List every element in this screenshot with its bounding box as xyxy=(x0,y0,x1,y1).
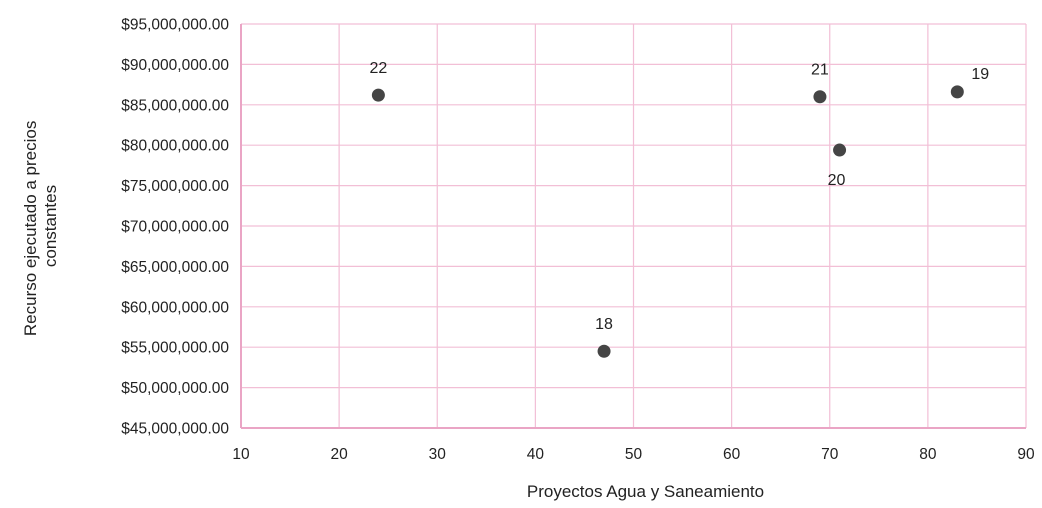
data-point-label: 20 xyxy=(828,172,846,189)
data-points xyxy=(371,85,964,358)
axis-layer xyxy=(240,24,1026,429)
y-axis-title-line-1: Recurso ejecutado a precios xyxy=(21,121,40,336)
x-axis-title: Proyectos Agua y Saneamiento xyxy=(527,482,764,501)
y-tick-label: $60,000,000.00 xyxy=(121,299,229,316)
data-point[interactable] xyxy=(597,344,611,358)
x-tick-label: 10 xyxy=(232,446,250,463)
data-point[interactable] xyxy=(833,143,847,157)
data-point[interactable] xyxy=(371,88,385,102)
x-tick-labels: 10 20 30 40 50 60 70 80 90 xyxy=(232,446,1035,463)
grid-layer xyxy=(240,23,1027,429)
data-point-label: 22 xyxy=(369,60,387,77)
y-tick-label: $90,000,000.00 xyxy=(121,57,229,74)
y-tick-label: $75,000,000.00 xyxy=(121,178,229,195)
y-tick-label: $85,000,000.00 xyxy=(121,97,229,114)
x-tick-label: 50 xyxy=(625,446,643,463)
y-tick-label: $50,000,000.00 xyxy=(121,380,229,397)
data-point-label: 19 xyxy=(971,66,989,83)
x-tick-label: 20 xyxy=(331,446,349,463)
x-tick-label: 70 xyxy=(821,446,839,463)
y-tick-labels: $45,000,000.00 $50,000,000.00 $55,000,000.… xyxy=(121,17,229,438)
y-axis-title: Recurso ejecutado a precios constantes xyxy=(21,116,60,336)
y-axis-title-line-2: constantes xyxy=(41,185,60,267)
y-tick-label: $70,000,000.00 xyxy=(121,219,229,236)
data-point[interactable] xyxy=(813,90,827,104)
y-tick-label: $65,000,000.00 xyxy=(121,259,229,276)
data-labels: 22 21 19 20 18 xyxy=(369,60,989,333)
x-tick-label: 30 xyxy=(429,446,447,463)
data-point-label: 21 xyxy=(811,62,829,79)
y-tick-label: $95,000,000.00 xyxy=(121,17,229,34)
data-point-label: 18 xyxy=(595,316,613,333)
y-tick-label: $55,000,000.00 xyxy=(121,340,229,357)
x-tick-label: 80 xyxy=(919,446,937,463)
y-tick-label: $45,000,000.00 xyxy=(121,421,229,438)
x-tick-label: 40 xyxy=(527,446,545,463)
x-tick-label: 90 xyxy=(1017,446,1035,463)
x-tick-label: 60 xyxy=(723,446,741,463)
data-point[interactable] xyxy=(950,85,964,99)
y-tick-label: $80,000,000.00 xyxy=(121,138,229,155)
